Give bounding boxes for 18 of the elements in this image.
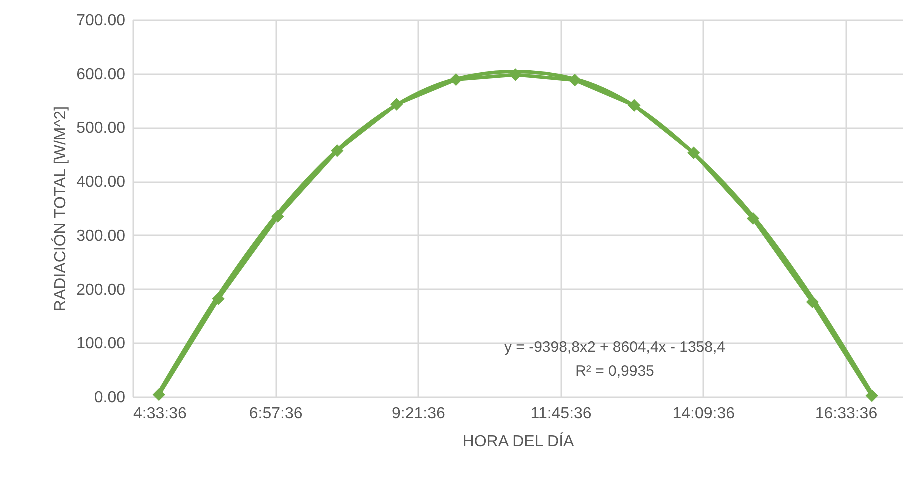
x-tick-label: 4:33:36: [134, 406, 187, 422]
annotation: y = -9398,8x2 + 8604,4x - 1358,4: [504, 339, 726, 356]
y-tick-label: 700.00: [76, 12, 126, 30]
y-tick-label: 100.00: [76, 336, 126, 353]
x-axis-title: HORA DEL DÍA: [462, 432, 575, 450]
y-axis-title: RADIACIÓN TOTAL [W/M^2]: [52, 106, 70, 312]
x-tick-label: 9:21:36: [392, 406, 446, 422]
y-tick-label: 500.00: [76, 120, 126, 138]
y-tick-label: 0.00: [94, 390, 126, 406]
x-tick-label: 16:33:36: [815, 406, 878, 422]
x-tick-label: 6:57:36: [249, 406, 303, 422]
x-tick-label: 11:45:36: [530, 406, 592, 422]
y-tick-label: 200.00: [76, 282, 126, 299]
y-tick-label: 400.00: [76, 174, 126, 192]
y-tick-label: 300.00: [76, 228, 126, 245]
y-tick-label: 600.00: [76, 66, 126, 84]
x-tick-label: 14:09:36: [672, 406, 736, 422]
annotation: R² = 0,9935: [576, 363, 654, 380]
